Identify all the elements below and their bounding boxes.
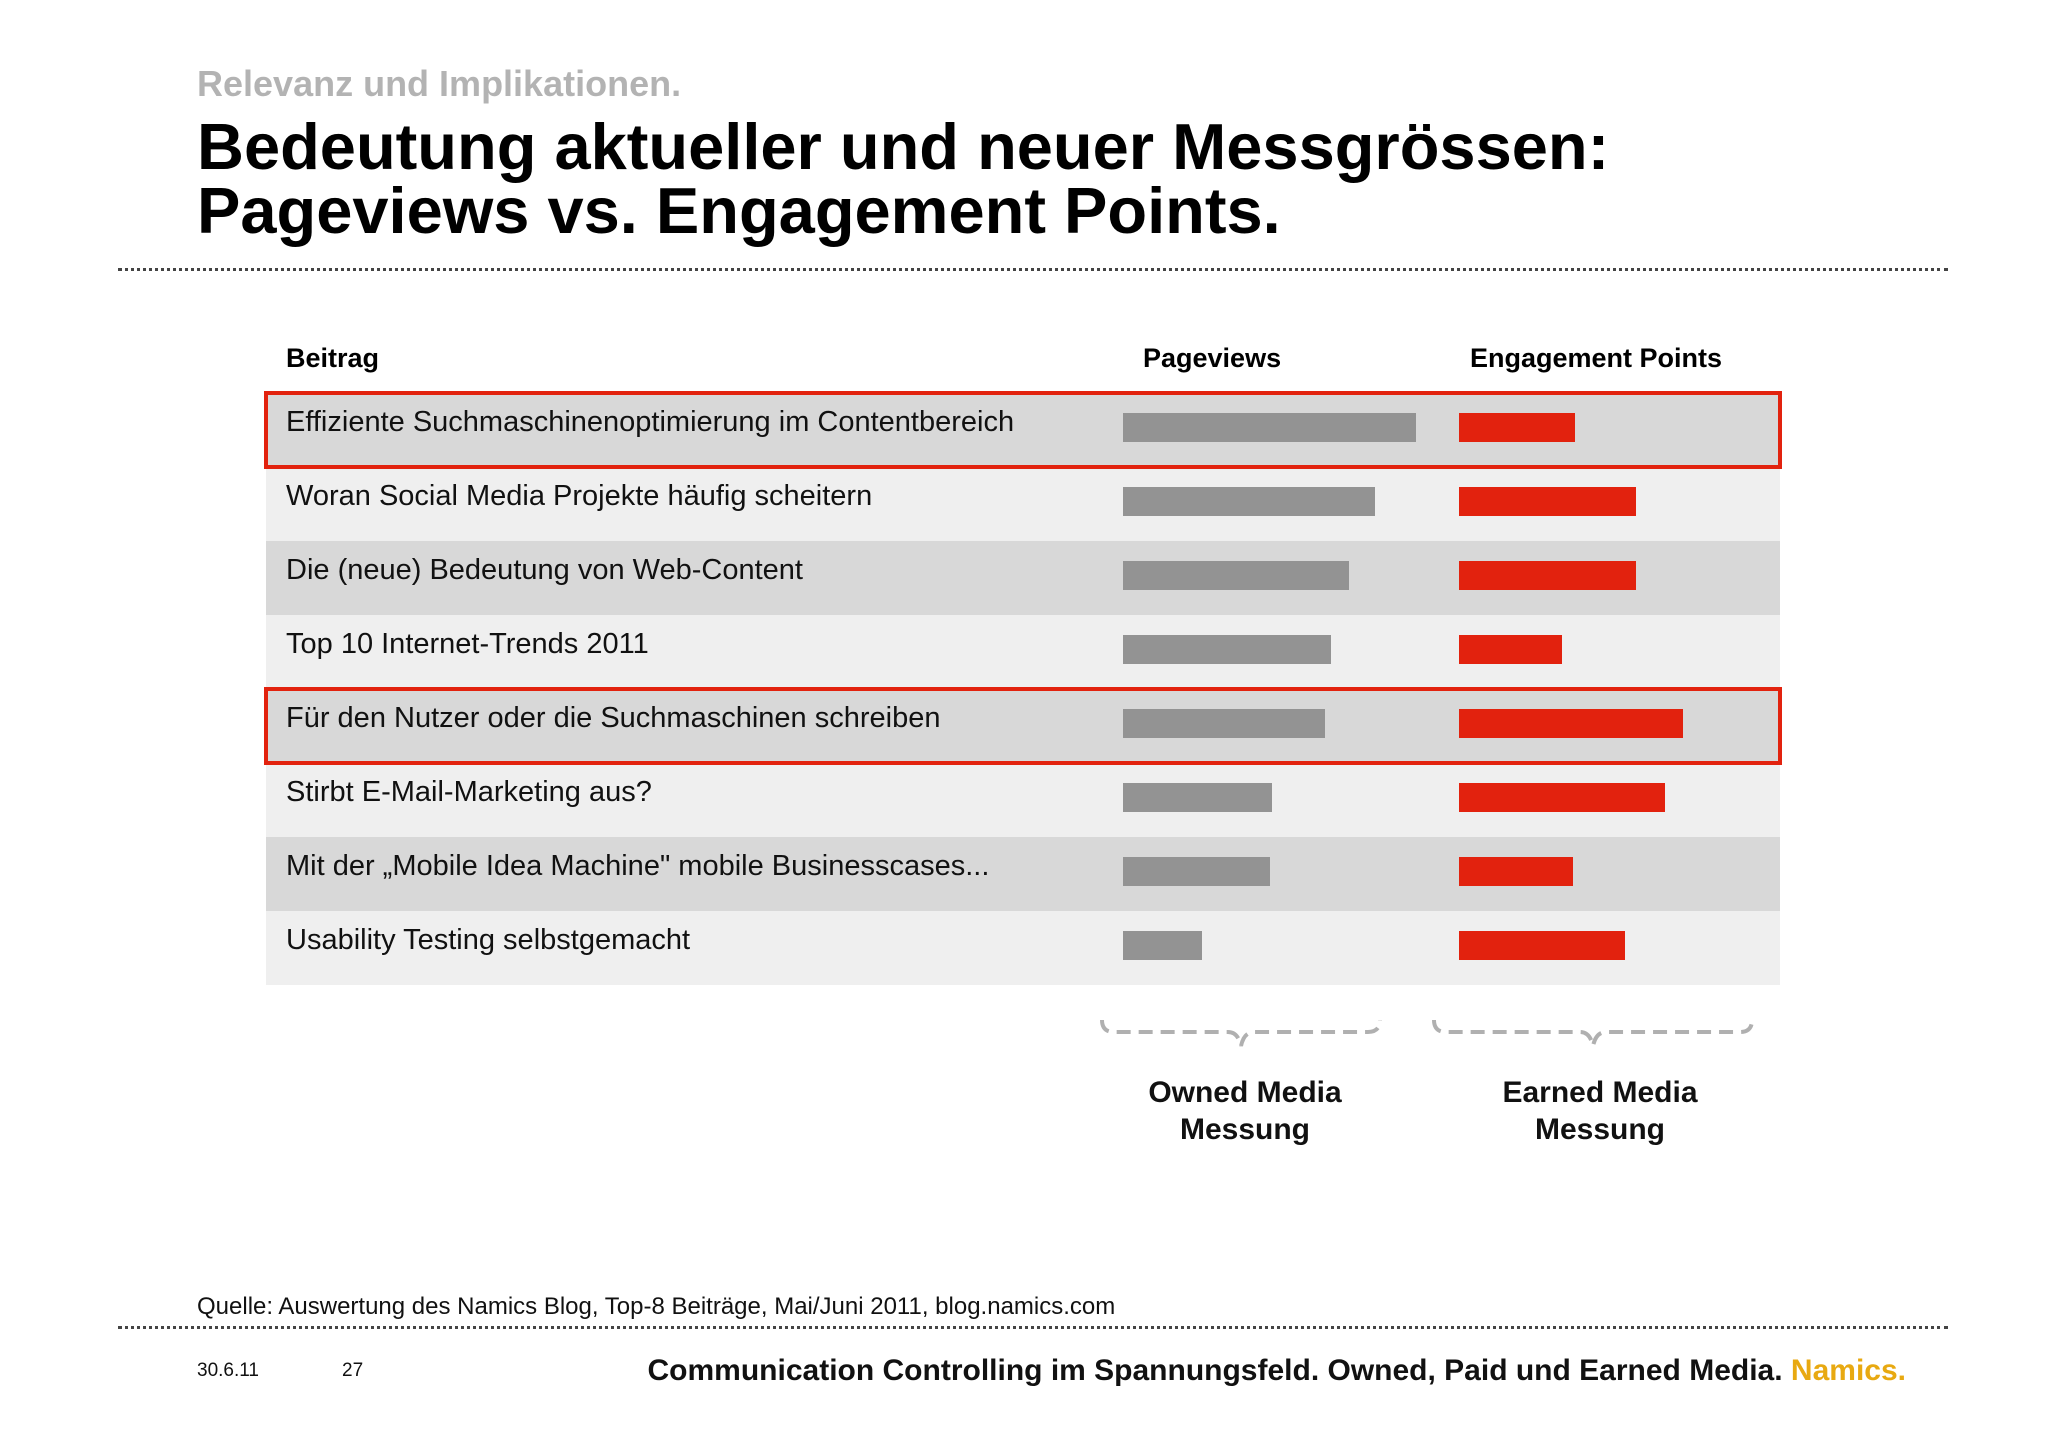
owned-media-caption: Owned Media Messung: [1105, 1074, 1385, 1148]
top-divider: [118, 268, 1948, 271]
pageviews-bar: [1123, 857, 1270, 886]
engagement-bar: [1459, 561, 1636, 590]
slide-supertitle: Relevanz und Implikationen.: [197, 63, 682, 104]
row-label: Top 10 Internet-Trends 2011: [286, 628, 649, 660]
row-label: Mit der „Mobile Idea Machine" mobile Bus…: [286, 850, 990, 882]
table-row: Usability Testing selbstgemacht: [266, 911, 1780, 985]
column-header-beitrag: Beitrag: [286, 343, 380, 373]
column-header-engagement: Engagement Points: [1470, 343, 1723, 373]
row-label: Stirbt E-Mail-Marketing aus?: [286, 776, 652, 808]
footer-text: Communication Controlling im Spannungsfe…: [647, 1354, 1783, 1387]
pageviews-bar: [1123, 487, 1375, 516]
slide-date: 30.6.11: [197, 1360, 259, 1381]
pageviews-bar: [1123, 561, 1349, 590]
column-header-pageviews: Pageviews: [1143, 343, 1282, 373]
pageviews-bar: [1123, 709, 1326, 738]
source-note: Quelle: Auswertung des Namics Blog, Top-…: [197, 1293, 1116, 1320]
row-label: Woran Social Media Projekte häufig schei…: [286, 480, 873, 512]
title-line-1: Bedeutung aktueller und neuer Messgrösse…: [197, 110, 1610, 183]
pageviews-bar: [1123, 635, 1332, 664]
owned-caption-line-1: Owned Media: [1148, 1076, 1342, 1109]
engagement-bar: [1459, 857, 1574, 886]
title-line-2: Pageviews vs. Engagement Points.: [197, 174, 1281, 247]
table-row: Effiziente Suchmaschinenoptimierung im C…: [264, 391, 1782, 469]
brand-logo-text: Namics.: [1790, 1354, 1906, 1387]
earned-media-brace: [1432, 1019, 1754, 1047]
chart-table: Effiziente Suchmaschinenoptimierung im C…: [264, 391, 1782, 985]
owned-media-brace: [1100, 1019, 1382, 1047]
table-row: Woran Social Media Projekte häufig schei…: [266, 467, 1780, 541]
page-number: 27: [342, 1360, 364, 1381]
engagement-bar: [1459, 783, 1666, 812]
earned-media-caption: Earned Media Messung: [1460, 1074, 1740, 1148]
earned-caption-line-2: Messung: [1534, 1113, 1666, 1146]
row-label: Usability Testing selbstgemacht: [286, 924, 691, 956]
footer: Communication Controlling im Spannungsfe…: [648, 1354, 1906, 1388]
earned-caption-line-1: Earned Media: [1502, 1076, 1698, 1109]
row-label: Für den Nutzer oder die Suchmaschinen sc…: [286, 702, 941, 734]
table-row: Mit der „Mobile Idea Machine" mobile Bus…: [266, 837, 1780, 911]
row-label: Die (neue) Bedeutung von Web-Content: [286, 554, 803, 586]
table-row: Top 10 Internet-Trends 2011: [266, 615, 1780, 689]
row-label: Effiziente Suchmaschinenoptimierung im C…: [286, 406, 1015, 438]
owned-caption-line-2: Messung: [1179, 1113, 1311, 1146]
table-row: Die (neue) Bedeutung von Web-Content: [266, 541, 1780, 615]
table-row: Für den Nutzer oder die Suchmaschinen sc…: [264, 687, 1782, 765]
engagement-bar: [1459, 487, 1636, 516]
table-row: Stirbt E-Mail-Marketing aus?: [266, 763, 1780, 837]
bottom-divider: [118, 1326, 1948, 1329]
engagement-bar: [1459, 931, 1625, 960]
pageviews-bar: [1123, 931, 1203, 960]
engagement-bar: [1459, 709, 1683, 738]
slide-title: Bedeutung aktueller und neuer Messgrösse…: [197, 110, 1610, 247]
engagement-bar: [1459, 635, 1563, 664]
engagement-bar: [1459, 413, 1576, 442]
pageviews-bar: [1123, 783, 1273, 812]
pageviews-bar: [1123, 413, 1416, 442]
